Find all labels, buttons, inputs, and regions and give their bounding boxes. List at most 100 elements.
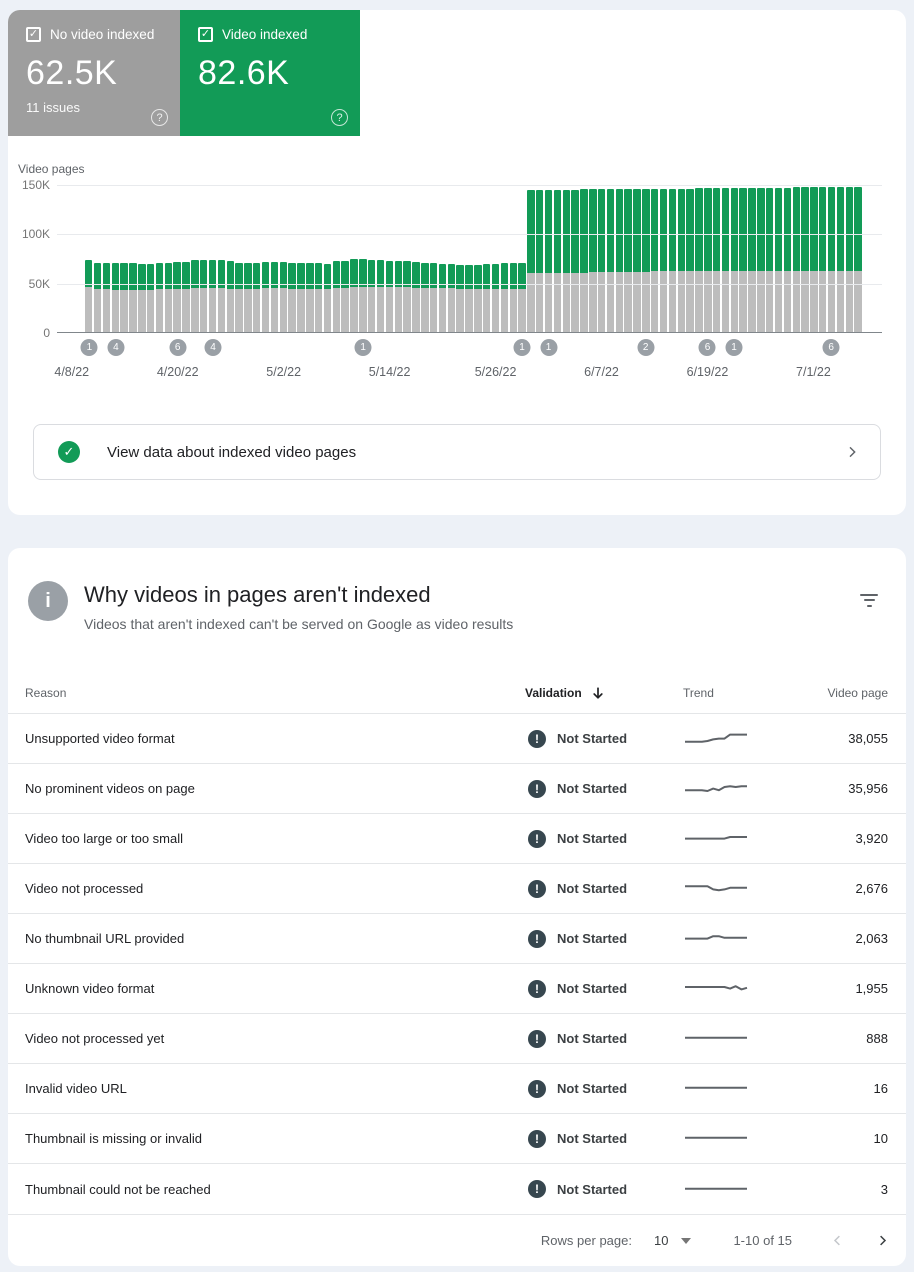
annotation-marker[interactable]: 1 xyxy=(80,339,98,356)
column-header-reason[interactable]: Reason xyxy=(25,685,67,700)
chart-bar[interactable] xyxy=(491,263,500,332)
chart-bar[interactable] xyxy=(589,188,597,332)
chart-bar[interactable] xyxy=(270,261,279,332)
chart-bar[interactable] xyxy=(85,260,93,332)
chart-bar[interactable] xyxy=(111,263,119,332)
annotation-marker[interactable]: 2 xyxy=(637,339,655,356)
chart-bar[interactable] xyxy=(792,186,800,332)
chart-bar[interactable] xyxy=(642,188,650,332)
table-row[interactable]: No thumbnail URL provided! Not Started 2,0… xyxy=(8,914,906,964)
chart-bar[interactable] xyxy=(580,188,588,332)
table-row[interactable]: Unknown video format! Not Started 1,955 xyxy=(8,964,906,1014)
chart-bar[interactable] xyxy=(155,262,164,332)
chart-bar[interactable] xyxy=(845,186,854,332)
chart-bar[interactable] xyxy=(827,186,836,332)
chart-bar[interactable] xyxy=(208,260,217,332)
previous-page-button[interactable] xyxy=(830,1233,845,1248)
chart-bar[interactable] xyxy=(368,260,376,332)
annotation-marker[interactable]: 6 xyxy=(822,339,840,356)
chart-bar[interactable] xyxy=(164,262,173,332)
chart-bar[interactable] xyxy=(323,263,332,332)
chart-bar[interactable] xyxy=(659,188,668,332)
chart-bar[interactable] xyxy=(712,187,721,332)
chart-bar[interactable] xyxy=(801,186,809,332)
chart-bar[interactable] xyxy=(429,262,438,332)
chart-bar[interactable] xyxy=(412,261,420,332)
table-row[interactable]: Thumbnail is missing or invalid! Not Star… xyxy=(8,1114,906,1164)
chart-bar[interactable] xyxy=(456,264,464,332)
chart-bar[interactable] xyxy=(474,264,482,332)
annotation-marker[interactable]: 1 xyxy=(354,339,372,356)
chart-bar[interactable] xyxy=(500,262,509,332)
annotation-marker[interactable]: 4 xyxy=(107,339,125,356)
chart-bar[interactable] xyxy=(527,189,535,332)
chart-bar[interactable] xyxy=(544,189,553,332)
chart-bar[interactable] xyxy=(509,262,517,332)
chart-bar[interactable] xyxy=(695,187,703,332)
chart-bar[interactable] xyxy=(765,187,774,332)
chart-bar[interactable] xyxy=(306,262,314,332)
chart-bar[interactable] xyxy=(606,188,615,332)
chart-bar[interactable] xyxy=(783,187,792,332)
view-indexed-data-link[interactable]: ✓ View data about indexed video pages xyxy=(33,424,881,480)
chart-bar[interactable] xyxy=(447,263,456,332)
chart-bar[interactable] xyxy=(553,189,562,332)
next-page-button[interactable] xyxy=(875,1233,890,1248)
table-row[interactable]: Invalid video URL! Not Started 16 xyxy=(8,1064,906,1114)
checkbox-no-video-indexed[interactable]: ✓ xyxy=(26,27,41,42)
chart-bar[interactable] xyxy=(235,262,243,332)
chart-bar[interactable] xyxy=(597,188,606,332)
chart-bar[interactable] xyxy=(730,187,739,332)
annotation-marker[interactable]: 4 xyxy=(204,339,222,356)
chart-bar[interactable] xyxy=(376,260,385,332)
rows-per-page-dropdown-icon[interactable] xyxy=(681,1237,692,1244)
annotation-marker[interactable]: 1 xyxy=(540,339,558,356)
chart-bar[interactable] xyxy=(288,262,296,332)
help-icon[interactable]: ? xyxy=(151,109,168,126)
chart-bar[interactable] xyxy=(810,186,818,332)
filter-icon[interactable] xyxy=(858,590,880,610)
stat-card-video-indexed[interactable]: ✓ Video indexed 82.6K ? xyxy=(180,10,360,136)
chart-bar[interactable] xyxy=(279,261,288,332)
chart-bar[interactable] xyxy=(819,186,827,332)
chart-bar[interactable] xyxy=(562,189,571,332)
annotation-marker[interactable]: 1 xyxy=(513,339,531,356)
chart-bar[interactable] xyxy=(536,189,544,332)
chart-bar[interactable] xyxy=(244,262,252,332)
chart-bar[interactable] xyxy=(704,187,712,332)
chart-bar[interactable] xyxy=(102,262,111,332)
chart-bar[interactable] xyxy=(615,188,624,332)
chart-bar[interactable] xyxy=(332,261,341,332)
chart-bar[interactable] xyxy=(129,263,137,332)
table-row[interactable]: No prominent videos on page! Not Started 3… xyxy=(8,764,906,814)
chart-bar[interactable] xyxy=(633,188,641,332)
chart-bar[interactable] xyxy=(120,263,128,332)
chart-bar[interactable] xyxy=(146,263,155,332)
chart-bar[interactable] xyxy=(668,188,677,332)
chart-bar[interactable] xyxy=(261,261,270,332)
stat-card-no-video-indexed[interactable]: ✓ No video indexed 62.5K 11 issues ? xyxy=(8,10,180,136)
chart-bar[interactable] xyxy=(854,186,862,332)
chart-bar[interactable] xyxy=(757,187,765,332)
annotation-marker[interactable]: 6 xyxy=(169,339,187,356)
chart-bar[interactable] xyxy=(314,262,323,332)
chart-bar[interactable] xyxy=(226,261,234,332)
chart-bar[interactable] xyxy=(173,262,181,332)
chart-bar[interactable] xyxy=(721,187,730,332)
chart-bar[interactable] xyxy=(182,262,190,332)
table-row[interactable]: Unsupported video format! Not Started 38,0… xyxy=(8,714,906,764)
chart-bar[interactable] xyxy=(385,260,394,332)
chart-bar[interactable] xyxy=(394,260,402,332)
chart-bar[interactable] xyxy=(253,262,261,332)
chart-bar[interactable] xyxy=(571,189,579,332)
column-header-validation[interactable]: Validation xyxy=(525,686,680,700)
chart-bar[interactable] xyxy=(297,262,305,332)
table-row[interactable]: Video not processed! Not Started 2,676 xyxy=(8,864,906,914)
chart-bar[interactable] xyxy=(774,187,783,332)
chart-bar[interactable] xyxy=(421,262,429,332)
chart-bar[interactable] xyxy=(748,187,756,332)
chart-bar[interactable] xyxy=(217,260,226,332)
help-icon[interactable]: ? xyxy=(331,109,348,126)
chart-bar[interactable] xyxy=(465,264,473,332)
column-header-trend[interactable]: Trend xyxy=(683,685,714,700)
